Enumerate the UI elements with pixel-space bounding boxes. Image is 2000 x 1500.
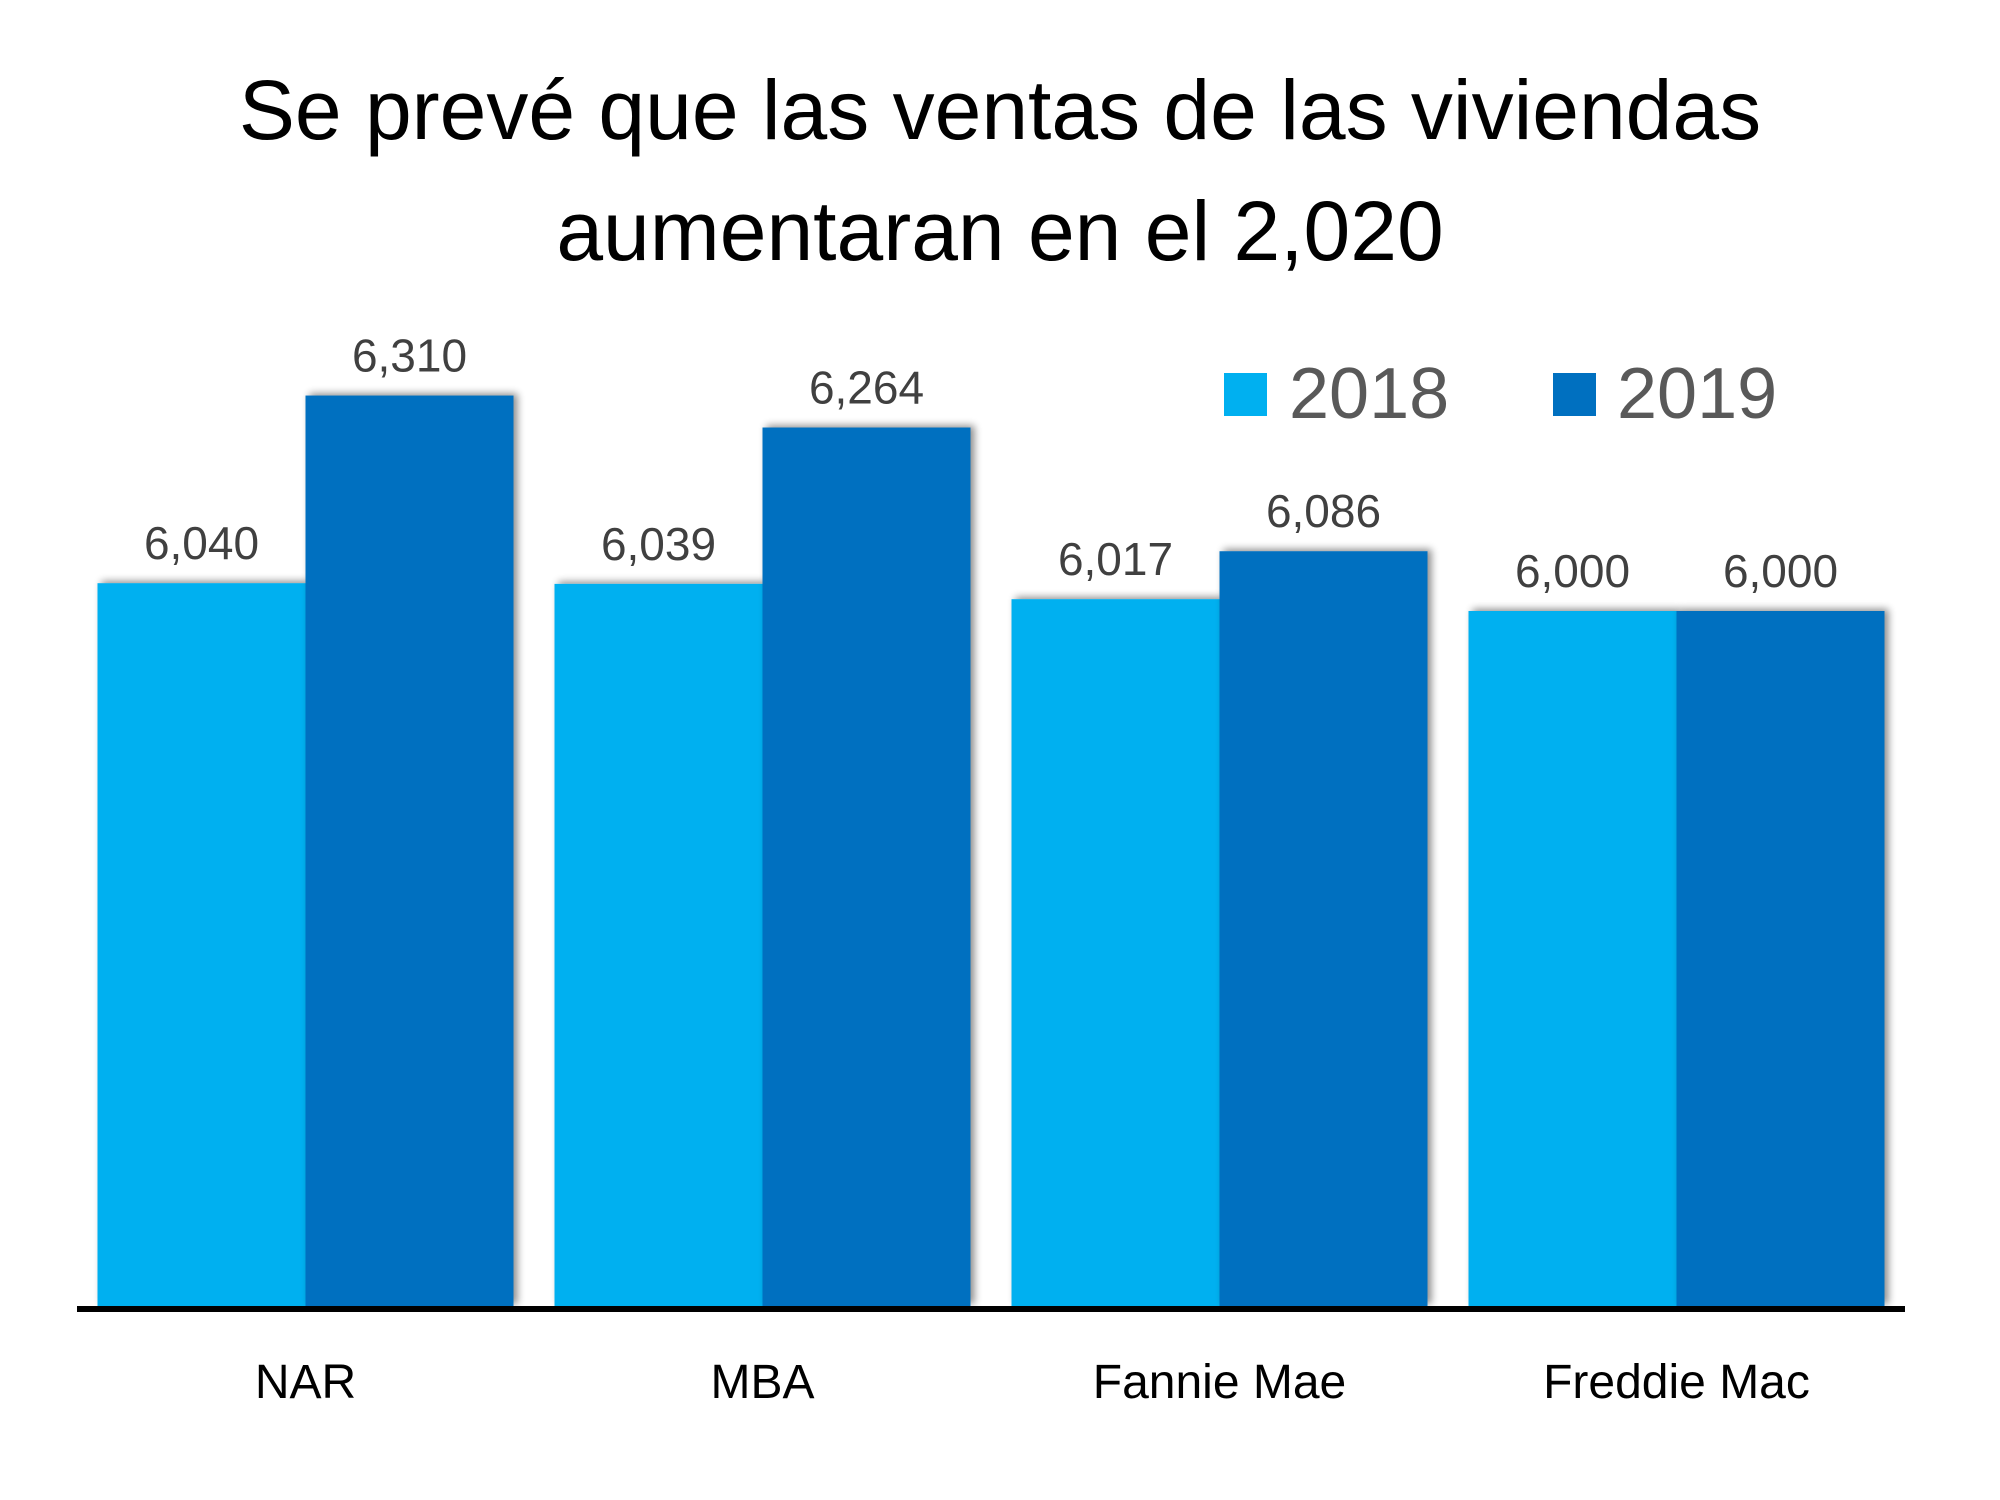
legend-swatch-2019 [1553,373,1596,416]
bar-fannie-mae-2019 [1219,551,1428,1306]
data-label: 6,264 [809,362,924,414]
chart-title-line-1: Se prevé que las ventas de las viviendas [239,63,1761,157]
legend-label-2018: 2018 [1289,354,1449,434]
chart-title-line-2: aumentaran en el 2,020 [556,184,1443,278]
data-labels-group: 6,040 6,310 6,039 6,264 6,017 6,086 6,000 6,000 [144,330,1838,597]
legend-swatch-2018 [1224,373,1267,416]
category-label: Fannie Mae [1093,1356,1346,1409]
data-label: 6,086 [1266,485,1381,537]
bar-mba-2019 [762,427,971,1306]
category-label: NAR [255,1356,356,1409]
legend: 2018 2019 [1224,354,1777,434]
bar-fannie-mae-2018 [1011,599,1220,1306]
bar-nar-2018 [97,583,306,1306]
data-label: 6,039 [601,518,716,570]
category-labels-group: NAR MBA Fannie Mae Freddie Mac [255,1356,1810,1409]
data-label: 6,000 [1723,545,1838,597]
bar-freddie-mac-2018 [1468,611,1677,1306]
bar-freddie-mac-2019 [1676,611,1885,1306]
data-label: 6,017 [1058,533,1173,585]
bar-mba-2018 [554,583,763,1306]
data-label: 6,310 [352,330,467,382]
bar-nar-2019 [305,395,514,1306]
data-label: 6,040 [144,517,259,569]
data-label: 6,000 [1515,545,1630,597]
category-label: Freddie Mac [1543,1356,1810,1409]
legend-label-2019: 2019 [1617,354,1777,434]
bars-group [97,395,1885,1306]
category-label: MBA [710,1356,814,1409]
